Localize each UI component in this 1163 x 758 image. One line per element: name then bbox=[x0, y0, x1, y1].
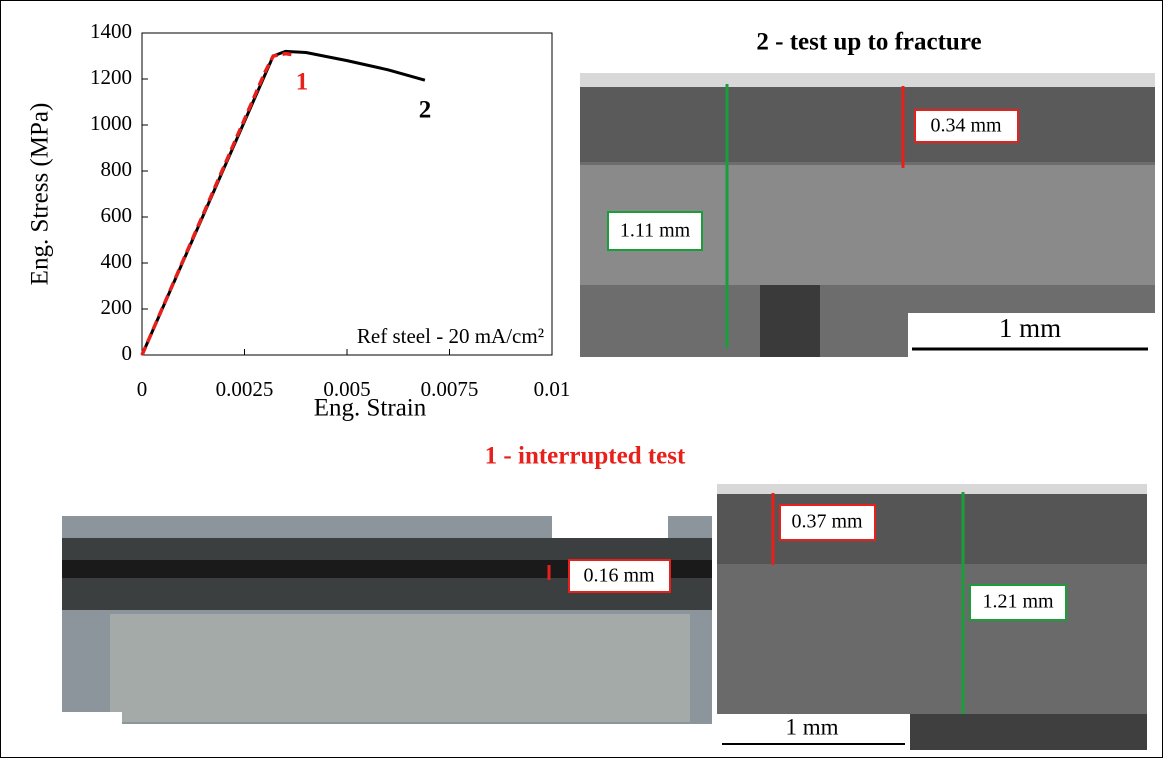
y-tick-label: 600 bbox=[101, 203, 133, 227]
measure-label: 0.16 mm bbox=[583, 565, 655, 587]
label-box bbox=[779, 504, 876, 541]
annotation: 1 bbox=[296, 69, 309, 96]
x-tick-label: 0 bbox=[137, 377, 148, 401]
label-box bbox=[969, 584, 1067, 621]
y-tick-label: 200 bbox=[101, 295, 133, 319]
image bbox=[717, 484, 1147, 494]
y-tick-label: 1200 bbox=[90, 65, 132, 89]
annotation: 2 bbox=[419, 97, 432, 124]
panel-title: 1 - interrupted test bbox=[485, 443, 686, 470]
x-tick-label: 0.01 bbox=[534, 377, 571, 401]
label-box bbox=[914, 109, 1019, 143]
y-tick-label: 1000 bbox=[90, 111, 132, 135]
measure-label: 0.34 mm bbox=[930, 115, 1002, 137]
x-tick-label: 0.0025 bbox=[216, 377, 274, 401]
label-box bbox=[568, 559, 671, 593]
measure-label: 1.21 mm bbox=[982, 591, 1054, 613]
label-box bbox=[607, 211, 703, 251]
image bbox=[110, 614, 690, 722]
image bbox=[580, 87, 1155, 162]
image bbox=[62, 712, 122, 724]
scale-bar-label: 1 mm bbox=[999, 313, 1061, 343]
x-tick-label: 0.005 bbox=[323, 377, 370, 401]
y-tick-label: 400 bbox=[101, 249, 133, 273]
x-axis-label: Eng. Strain bbox=[314, 395, 427, 422]
sem-image: 0.34 mm 1.11 mm 1 mm bbox=[580, 73, 1155, 357]
image bbox=[760, 285, 820, 357]
y-tick-label: 1400 bbox=[90, 19, 132, 43]
sem-image: 0.37 mm 1.21 mm 1 mm bbox=[717, 484, 1147, 750]
image bbox=[552, 516, 668, 538]
measure-label: 0.37 mm bbox=[791, 511, 863, 533]
image bbox=[580, 73, 1155, 87]
y-axis-label: Eng. Stress (MPa) bbox=[27, 103, 54, 286]
panel-title: 2 - test up to fracture bbox=[756, 29, 981, 56]
x-tick-label: 0.0075 bbox=[421, 377, 479, 401]
annotation: Ref steel - 20 mA/cm² bbox=[357, 324, 544, 348]
scale-bar-label: 1 mm bbox=[785, 714, 838, 739]
line bbox=[140, 51, 294, 356]
photo: 0.16 mm bbox=[62, 516, 712, 724]
y-tick-label: 800 bbox=[101, 157, 133, 181]
y-tick-label: 0 bbox=[122, 341, 133, 365]
measure-label: 1.11 mm bbox=[620, 220, 691, 242]
